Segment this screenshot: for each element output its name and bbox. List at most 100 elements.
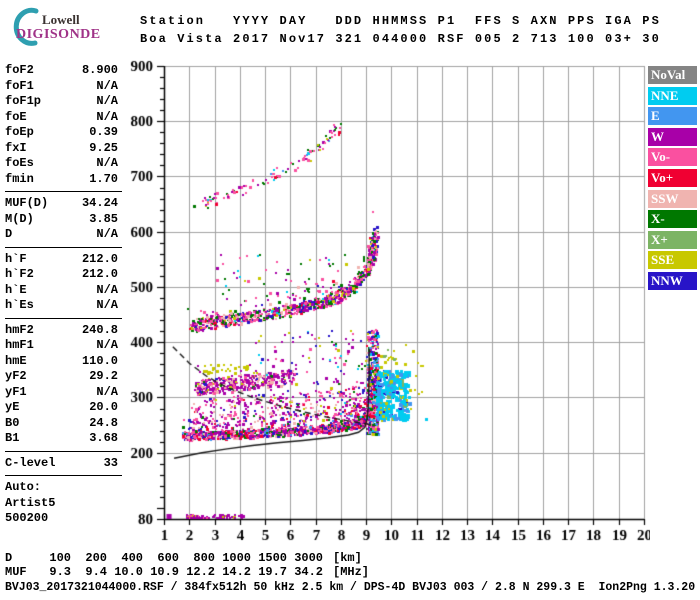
param-row-auto: Auto: bbox=[5, 480, 118, 496]
legend-item-x: X- bbox=[648, 210, 697, 229]
table-cell: 10.9 bbox=[150, 565, 179, 579]
panel-divider bbox=[5, 475, 122, 476]
param-label: B1 bbox=[5, 431, 20, 445]
param-row-foes: foEsN/A bbox=[5, 156, 118, 172]
param-row-foep: foEp 0.39 bbox=[5, 125, 118, 141]
panel-divider bbox=[5, 317, 122, 319]
table-cell: 100 bbox=[49, 551, 71, 565]
ionogram-plot bbox=[105, 55, 650, 545]
table-cell: 19.7 bbox=[258, 565, 287, 579]
table-cell: [km] bbox=[333, 551, 362, 565]
param-label: yF2 bbox=[5, 369, 27, 383]
legend-item-noval: NoVal bbox=[648, 66, 697, 84]
param-label: h`Es bbox=[5, 298, 34, 312]
legend-item-sse: SSE bbox=[648, 251, 697, 270]
param-label: foF1 bbox=[5, 78, 34, 93]
logo-lowell-text: Lowell bbox=[42, 12, 80, 27]
table-cell: 10.0 bbox=[114, 565, 143, 579]
param-row-ye: yE 20.0 bbox=[5, 400, 118, 416]
table-cell: 1500 bbox=[258, 551, 287, 565]
table-cell: D bbox=[5, 551, 13, 565]
header-station-values: Boa Vista 2017 Nov17 321 044000 RSF 005 … bbox=[140, 32, 661, 46]
legend-item-x: X+ bbox=[648, 230, 697, 249]
param-label: M(D) bbox=[5, 211, 34, 226]
param-label: fxI bbox=[5, 140, 27, 155]
param-label: fmin bbox=[5, 171, 34, 186]
param-row-artist5: Artist5 bbox=[5, 496, 118, 512]
param-row-clevel: C-level33 bbox=[5, 456, 118, 472]
param-row-fof2: foF2 8.900 bbox=[5, 63, 118, 79]
legend-item-e: E bbox=[648, 107, 697, 126]
file-info-line: BVJ03_2017321044000.RSF / 384fx512h 50 k… bbox=[5, 581, 696, 594]
table-cell: 14.2 bbox=[222, 565, 251, 579]
header-column-names: Station YYYY DAY DDD HHMMSS P1 FFS S AXN… bbox=[140, 14, 661, 28]
param-row-hmf1: hmF1N/A bbox=[5, 338, 118, 354]
param-row-hf: h`F 212.0 bbox=[5, 252, 118, 268]
param-row-500200: 500200 bbox=[5, 511, 118, 527]
param-label: foF2 bbox=[5, 63, 34, 77]
param-row-mufd: MUF(D) 34.24 bbox=[5, 196, 118, 212]
param-row-b1: B1 3.68 bbox=[5, 431, 118, 447]
legend-item-w: W bbox=[648, 127, 697, 146]
legend-item-ssw: SSW bbox=[648, 189, 697, 208]
table-row-d: D 100 200 400 600 800 1000 1500 3000 [km] bbox=[5, 551, 369, 565]
digisonde-logo: Lowell DIGISONDE bbox=[4, 4, 124, 50]
param-label: foEp bbox=[5, 125, 34, 139]
table-cell: [MHz] bbox=[333, 565, 370, 579]
param-row-foe: foEN/A bbox=[5, 110, 118, 126]
param-row-d: DN/A bbox=[5, 227, 118, 243]
param-row-b0: B0 24.8 bbox=[5, 416, 118, 432]
panel-divider bbox=[5, 246, 122, 248]
param-label: foF1p bbox=[5, 94, 42, 108]
param-label: foEs bbox=[5, 156, 34, 170]
legend-item-nnw: NNW bbox=[648, 271, 697, 290]
param-label: yE bbox=[5, 400, 20, 414]
param-label: h`F bbox=[5, 251, 27, 266]
param-row-fof1: foF1N/A bbox=[5, 79, 118, 95]
panel-divider bbox=[5, 191, 122, 192]
param-label: MUF(D) bbox=[5, 196, 49, 210]
param-row-hf2: h`F2 212.0 bbox=[5, 267, 118, 283]
table-cell: 600 bbox=[157, 551, 179, 565]
param-label: D bbox=[5, 227, 13, 241]
param-label: hmF2 bbox=[5, 322, 34, 337]
param-label: h`F2 bbox=[5, 267, 34, 281]
param-row-fmin: fmin 1.70 bbox=[5, 172, 118, 188]
legend-item-vo: Vo- bbox=[648, 148, 697, 167]
logo-digisonde-text: DIGISONDE bbox=[16, 27, 101, 42]
table-cell: 9.3 bbox=[49, 565, 71, 579]
param-row-hme: hmE 110.0 bbox=[5, 354, 118, 370]
table-cell: 12.2 bbox=[186, 565, 215, 579]
table-cell: 800 bbox=[193, 551, 215, 565]
param-label: hmF1 bbox=[5, 338, 34, 352]
param-row-md: M(D) 3.85 bbox=[5, 212, 118, 228]
param-label: hmE bbox=[5, 353, 27, 368]
table-cell: 400 bbox=[121, 551, 143, 565]
param-label: Auto: bbox=[5, 480, 42, 494]
table-cell: MUF bbox=[5, 565, 27, 579]
table-cell: 34.2 bbox=[294, 565, 323, 579]
param-row-fof1p: foF1pN/A bbox=[5, 94, 118, 110]
param-row-hes: h`EsN/A bbox=[5, 298, 118, 314]
muf-distance-table: D 100 200 400 600 800 1000 1500 3000 [km] MUF 9.3 9.… bbox=[5, 551, 369, 579]
param-row-fxi: fxI 9.25 bbox=[5, 141, 118, 157]
table-cell: 3000 bbox=[294, 551, 323, 565]
param-row-yf1: yF1N/A bbox=[5, 385, 118, 401]
param-row-hmf2: hmF2 240.8 bbox=[5, 323, 118, 339]
param-label: foE bbox=[5, 109, 27, 124]
table-cell: 200 bbox=[85, 551, 107, 565]
param-label: h`E bbox=[5, 282, 27, 297]
table-cell: 9.4 bbox=[85, 565, 107, 579]
param-label: yF1 bbox=[5, 384, 27, 399]
param-label: Artist5 bbox=[5, 495, 56, 510]
param-label: B0 bbox=[5, 415, 20, 430]
panel-divider bbox=[5, 450, 122, 452]
logo-arc-icon bbox=[13, 7, 39, 46]
echo-direction-legend: NoVal NNE E W Vo- Vo+ SSW X- X+ SSE NNW bbox=[648, 66, 697, 293]
table-row-muf: MUF 9.3 9.4 10.0 10.9 12.2 14.2 19.7 34.2 [MHz] bbox=[5, 565, 369, 579]
scaled-parameters-panel: foF28.900foF1N/AfoF1pN/AfoEN/AfoEp0.39fx… bbox=[5, 63, 122, 527]
legend-item-vo: Vo+ bbox=[648, 168, 697, 187]
param-label: 500200 bbox=[5, 511, 49, 525]
param-label: C-level bbox=[5, 455, 56, 470]
legend-item-nne: NNE bbox=[648, 86, 697, 105]
